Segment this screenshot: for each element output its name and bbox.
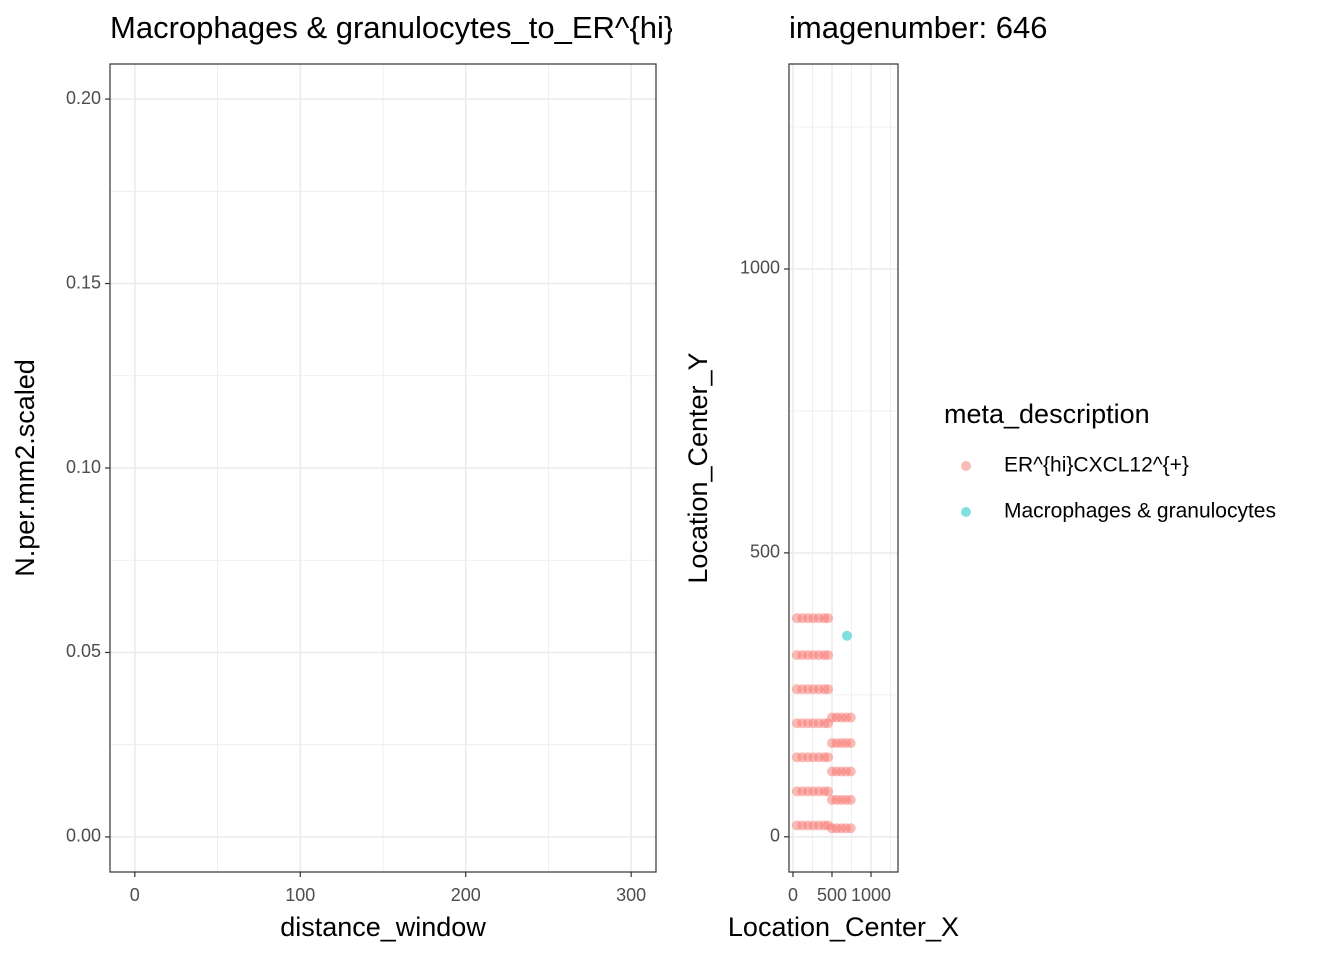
y-tick-label: 500 <box>750 542 780 562</box>
point <box>845 823 856 834</box>
point <box>845 766 856 777</box>
x-tick-label: 0 <box>788 885 798 905</box>
y-axis-label: Location_Center_Y <box>683 352 713 583</box>
point <box>841 630 852 641</box>
point <box>845 738 856 749</box>
legend-label: Macrophages & granulocytes <box>1004 500 1276 523</box>
y-tick-label: 0 <box>770 826 780 846</box>
chart-title: Macrophages & granulocytes_to_ER^{hi}CXC… <box>110 10 845 45</box>
legend-title: meta_description <box>944 399 1150 429</box>
y-tick-label: 0.15 <box>66 272 101 292</box>
x-tick-label: 500 <box>817 885 847 905</box>
x-axis-label: distance_window <box>280 912 486 942</box>
panel-border <box>788 63 899 873</box>
x-tick-label: 200 <box>451 885 481 905</box>
panel-border <box>109 63 657 873</box>
x-tick-label: 100 <box>285 885 315 905</box>
x-tick-label: 300 <box>616 885 646 905</box>
x-axis-label: Location_Center_X <box>728 912 959 942</box>
point <box>823 613 834 624</box>
y-tick-label: 0.20 <box>66 88 101 108</box>
y-tick-label: 0.00 <box>66 826 101 846</box>
x-tick-label: 1000 <box>851 885 891 905</box>
point <box>845 712 856 723</box>
chart-title: imagenumber: 646 <box>789 10 1048 45</box>
point <box>823 650 834 661</box>
y-tick-label: 1000 <box>740 258 780 278</box>
y-axis-label: N.per.mm2.scaled <box>10 359 40 577</box>
y-tick-label: 0.10 <box>66 457 101 477</box>
y-tick-label: 0.05 <box>66 641 101 661</box>
legend-key <box>961 461 971 471</box>
legend-key <box>961 507 971 517</box>
point <box>823 752 834 763</box>
point <box>823 684 834 695</box>
point <box>845 794 856 805</box>
legend-label: ER^{hi}CXCL12^{+} <box>1004 454 1189 477</box>
point <box>823 786 834 797</box>
x-tick-label: 0 <box>130 885 140 905</box>
